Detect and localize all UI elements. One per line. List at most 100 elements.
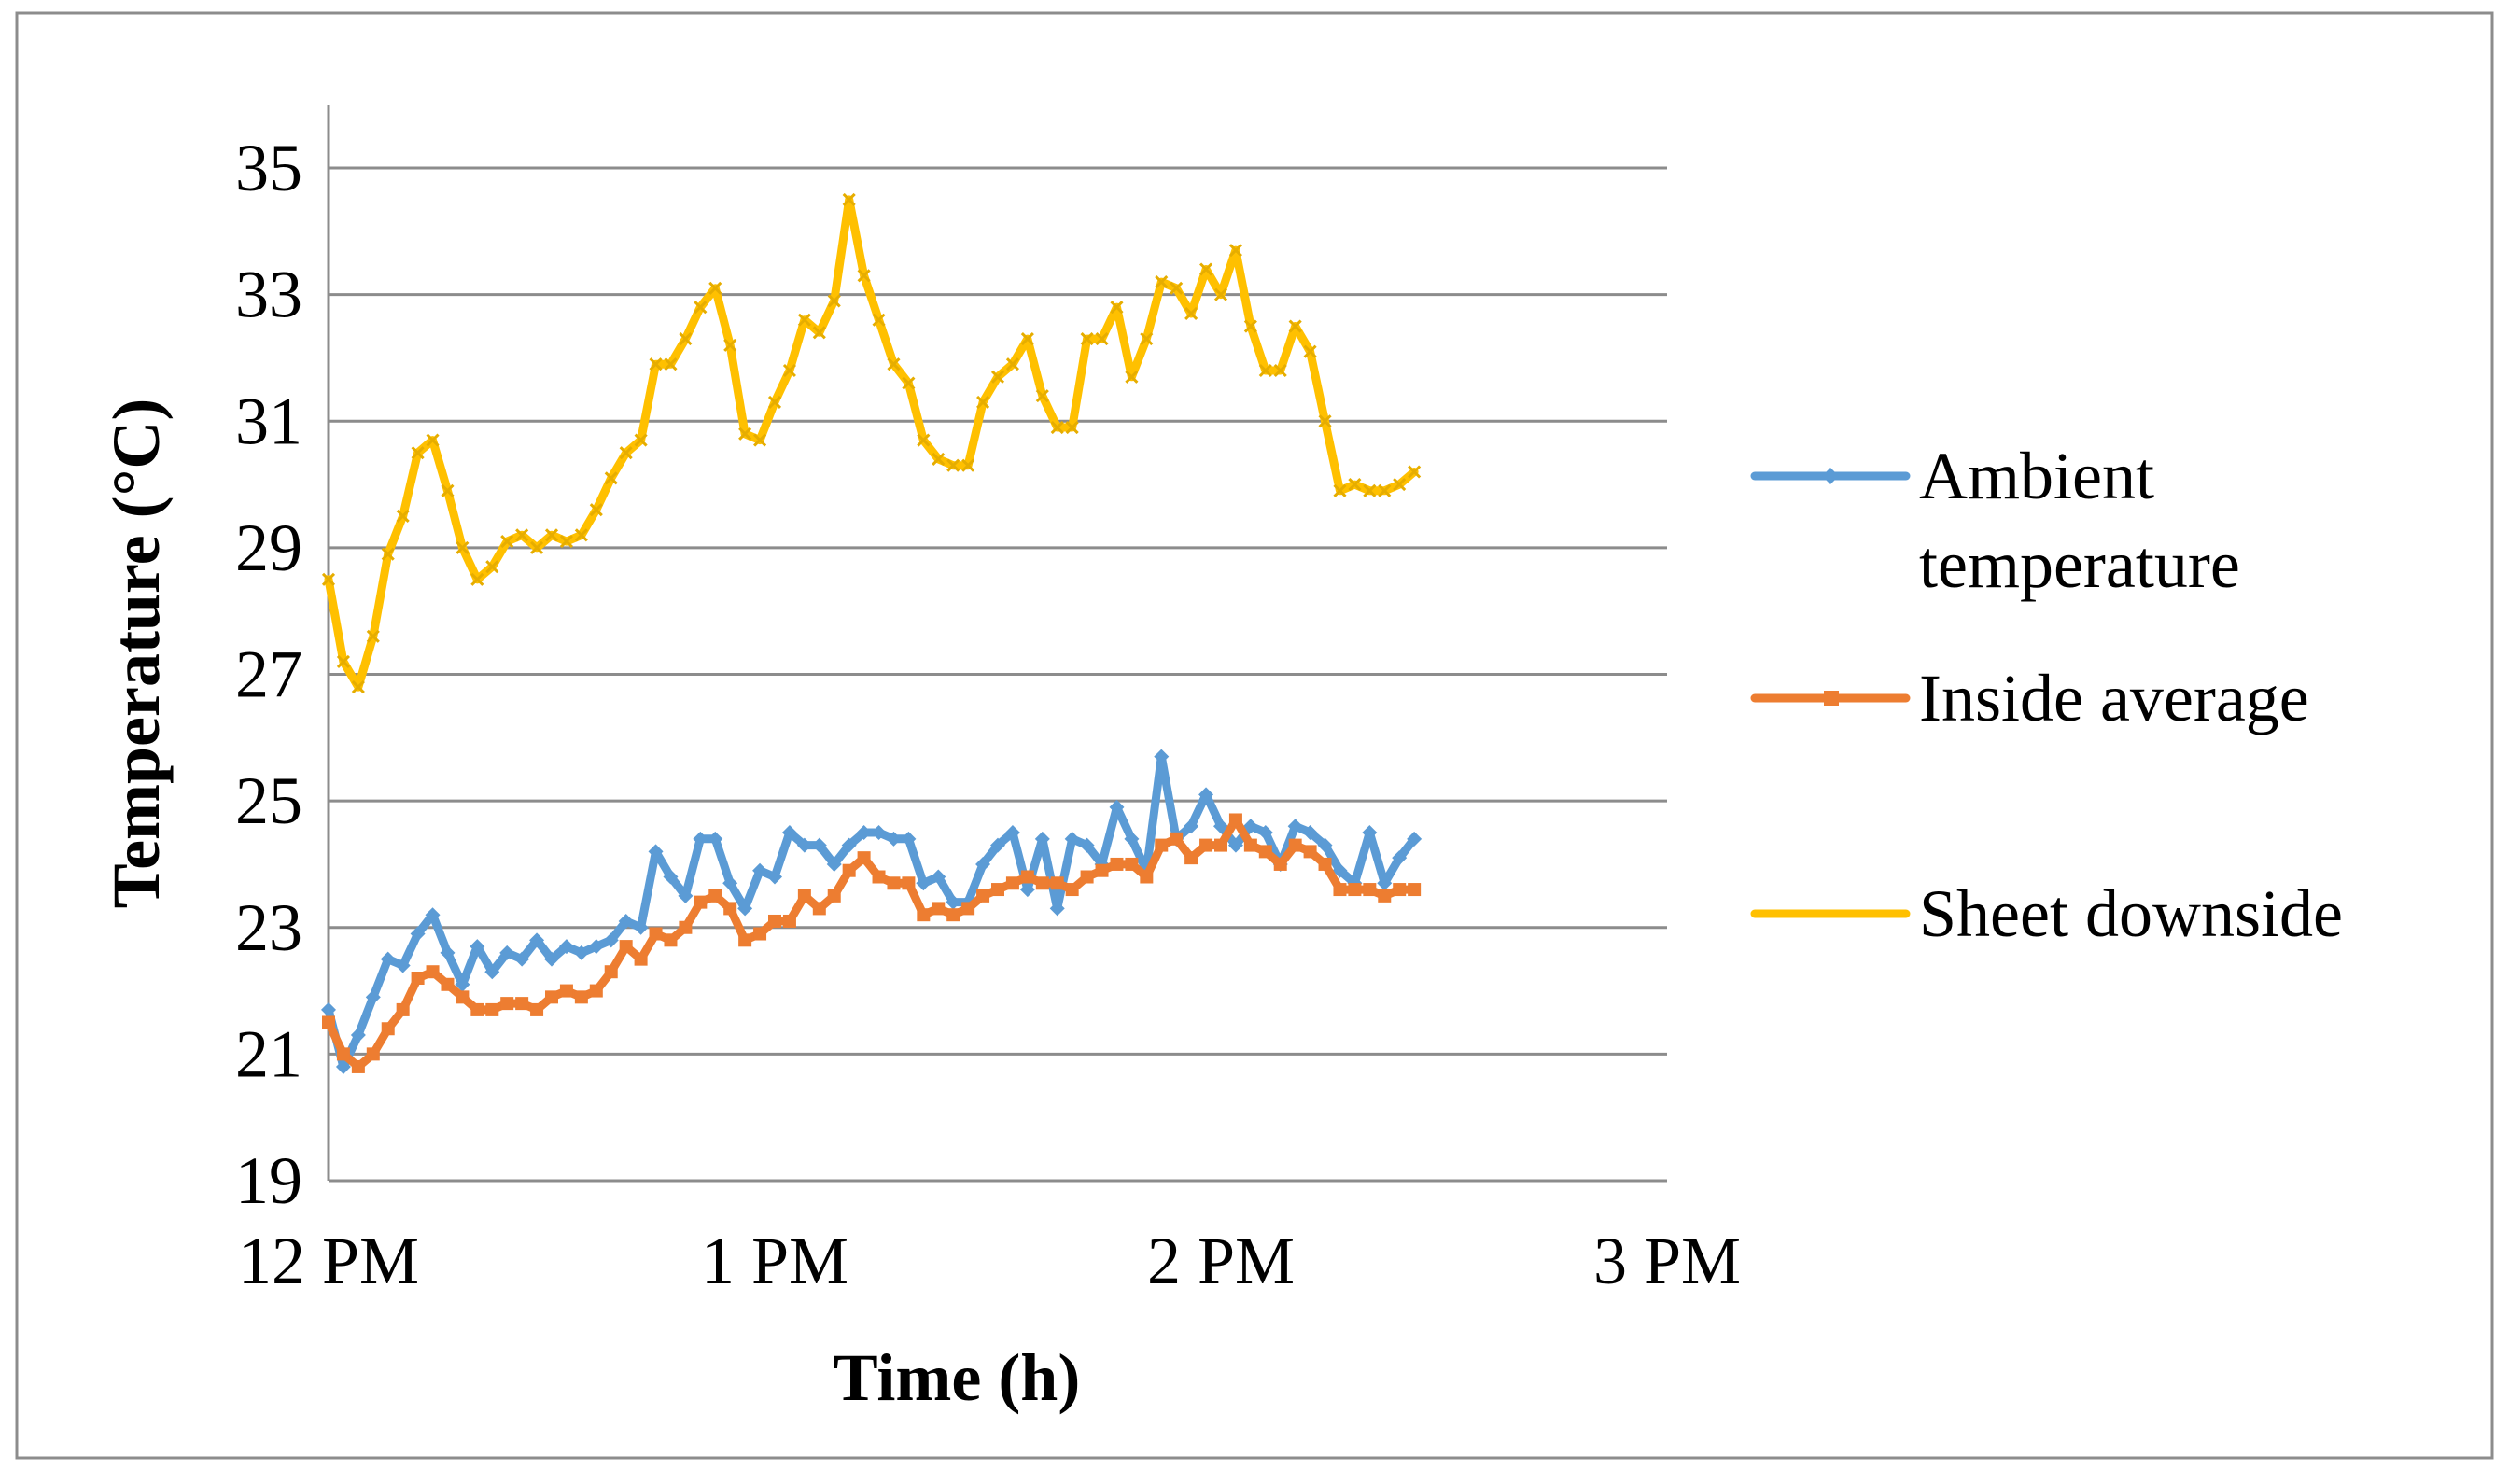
- data-point: [917, 433, 931, 447]
- data-point: [484, 964, 500, 980]
- y-tick-label: 21: [235, 1016, 302, 1091]
- series-lines: [321, 192, 1423, 1074]
- data-point: [559, 535, 573, 549]
- data-point: [1034, 831, 1050, 847]
- data-point: [694, 895, 708, 909]
- data-point: [1064, 831, 1080, 847]
- data-point: [1198, 787, 1214, 803]
- legend-marker: [1822, 468, 1839, 484]
- data-point: [1287, 819, 1303, 834]
- data-point: [767, 395, 782, 409]
- data-point: [1020, 870, 1034, 884]
- data-point: [366, 1047, 380, 1061]
- data-point: [1004, 825, 1020, 841]
- gridlines: [329, 166, 1667, 1056]
- data-point: [1363, 483, 1377, 497]
- y-tick-label: 25: [235, 763, 302, 838]
- data-point: [797, 313, 811, 327]
- data-point: [946, 458, 960, 472]
- data-point: [1408, 465, 1422, 479]
- y-tick-label: 27: [235, 637, 302, 712]
- data-point: [381, 1022, 395, 1036]
- data-point: [1213, 287, 1228, 301]
- data-point: [603, 932, 619, 948]
- data-point: [380, 951, 396, 967]
- data-point: [887, 357, 901, 371]
- y-axis-title: Temperature (°C): [99, 399, 174, 909]
- data-point: [514, 951, 530, 967]
- data-point: [975, 856, 991, 872]
- data-point: [1318, 857, 1332, 871]
- data-point: [1020, 332, 1034, 346]
- data-point: [768, 914, 781, 928]
- data-point: [679, 920, 693, 934]
- data-point: [322, 1015, 335, 1029]
- data-point: [573, 945, 589, 960]
- data-point: [916, 875, 932, 891]
- data-point: [321, 1001, 336, 1017]
- data-point: [1050, 420, 1064, 435]
- data-point: [336, 1047, 350, 1061]
- data-point: [1125, 857, 1139, 871]
- data-point: [976, 395, 990, 409]
- data-point: [500, 535, 514, 549]
- data-point: [738, 427, 752, 441]
- data-point: [558, 939, 574, 955]
- data-point: [1125, 370, 1139, 384]
- data-point: [350, 1028, 366, 1043]
- data-point: [1079, 837, 1095, 853]
- data-point: [485, 560, 499, 574]
- data-point: [856, 825, 872, 841]
- data-point: [902, 876, 916, 890]
- data-point: [1005, 876, 1019, 890]
- data-point: [1363, 883, 1377, 897]
- data-point: [441, 977, 455, 991]
- data-point: [1140, 870, 1154, 884]
- data-point: [1362, 825, 1378, 841]
- data-point: [931, 869, 946, 885]
- data-point: [1184, 851, 1198, 865]
- data-point: [946, 894, 961, 910]
- data-point: [1288, 838, 1302, 852]
- data-point: [589, 503, 603, 517]
- data-point: [1124, 831, 1140, 847]
- data-point: [1393, 478, 1407, 492]
- data-point: [649, 927, 663, 941]
- data-point: [1273, 363, 1287, 378]
- data-point: [1408, 883, 1422, 897]
- data-point: [1303, 845, 1317, 859]
- data-point: [530, 540, 544, 554]
- data-point: [1095, 863, 1109, 877]
- data-point: [1393, 883, 1407, 897]
- data-point: [604, 965, 618, 979]
- data-point: [619, 446, 633, 460]
- data-point: [1110, 857, 1124, 871]
- data-point: [1242, 819, 1258, 834]
- data-point: [1392, 850, 1408, 866]
- data-point: [723, 338, 737, 352]
- data-point: [1214, 838, 1227, 852]
- data-point: [529, 932, 545, 948]
- data-point: [426, 965, 440, 979]
- data-point: [544, 951, 559, 967]
- legend-label: Sheet downside: [1919, 876, 2343, 951]
- data-point: [1317, 837, 1333, 853]
- data-point: [1302, 825, 1318, 841]
- data-point: [574, 528, 588, 542]
- y-tick-label: 35: [235, 131, 302, 205]
- data-point: [1333, 483, 1347, 497]
- data-point: [634, 952, 648, 966]
- data-point: [648, 844, 664, 860]
- data-point: [618, 913, 634, 929]
- data-point: [634, 433, 648, 447]
- x-tick-label: 1 PM: [701, 1224, 848, 1298]
- data-point: [1378, 889, 1392, 903]
- data-point: [664, 933, 678, 947]
- data-point: [722, 875, 738, 891]
- data-point: [693, 831, 708, 847]
- data-point: [826, 856, 842, 872]
- data-point: [410, 926, 426, 942]
- data-point: [604, 471, 618, 485]
- data-point: [396, 1002, 410, 1016]
